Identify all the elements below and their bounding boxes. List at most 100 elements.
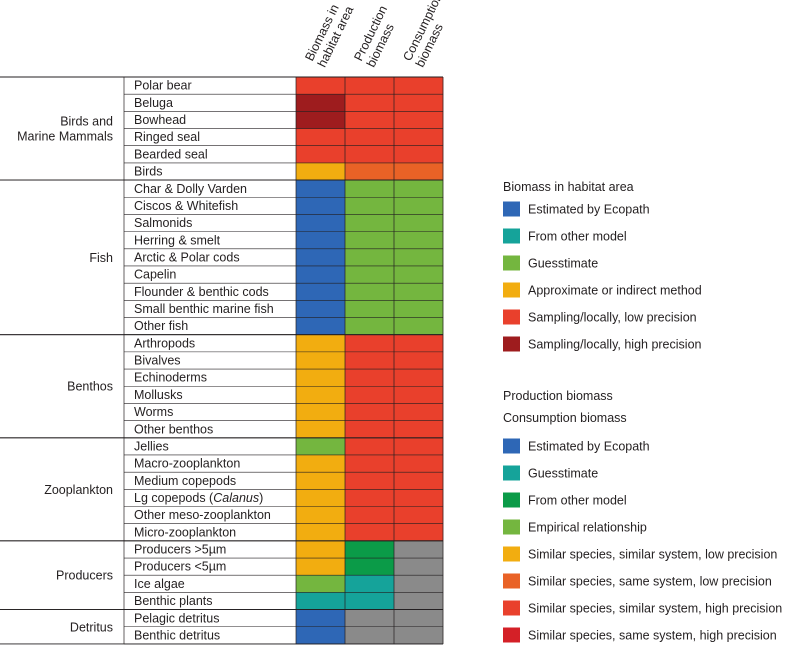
- cell-1-5-2: [394, 265, 444, 284]
- cell-1-0-0: [296, 180, 346, 198]
- group-name: Benthos: [67, 380, 113, 394]
- cell-2-2-1: [345, 369, 395, 387]
- cell-3-2-2: [394, 472, 444, 490]
- cell-2-4-0: [296, 403, 346, 421]
- legend-label: Guesstimate: [528, 467, 598, 481]
- cell-2-5-2: [394, 420, 444, 439]
- row-label: Bearded seal: [134, 147, 208, 161]
- cell-1-6-1: [345, 283, 395, 301]
- cell-0-0-1: [345, 77, 395, 95]
- cell-1-3-0: [296, 231, 346, 250]
- cell-3-5-2: [394, 523, 444, 542]
- cell-1-3-1: [345, 231, 395, 250]
- cell-3-2-0: [296, 472, 346, 490]
- legend-swatch: [503, 546, 520, 562]
- group-name: Detritus: [70, 620, 113, 634]
- cell-1-1-0: [296, 197, 346, 215]
- cell-3-1-0: [296, 454, 346, 473]
- legend-label: From other model: [528, 230, 627, 244]
- row-label: Salmonids: [134, 216, 192, 230]
- legend-swatch: [503, 519, 520, 535]
- cell-1-7-0: [296, 300, 346, 318]
- cell-5-1-0: [296, 626, 346, 645]
- cell-0-2-0: [296, 111, 346, 129]
- cell-2-2-2: [394, 369, 444, 387]
- cell-2-5-1: [345, 420, 395, 439]
- group-name: Marine Mammals: [17, 130, 113, 144]
- row-label: Small benthic marine fish: [134, 302, 274, 316]
- row-label: Beluga: [134, 96, 173, 110]
- cell-1-6-2: [394, 283, 444, 301]
- cell-2-3-1: [345, 386, 395, 404]
- legend-label: Sampling/locally, low precision: [528, 311, 697, 325]
- legend-label: Similar species, similar system, high pr…: [528, 602, 782, 616]
- cell-0-3-2: [394, 128, 444, 147]
- legend-label: Guesstimate: [528, 257, 598, 271]
- cell-1-1-1: [345, 197, 395, 215]
- cell-4-2-0: [296, 575, 346, 593]
- cell-1-7-1: [345, 300, 395, 318]
- row-label: Worms: [134, 405, 173, 419]
- legend-title: Biomass in habitat area: [503, 180, 634, 194]
- row-label: Benthic plants: [134, 594, 213, 608]
- row-label: Birds: [134, 165, 162, 179]
- cell-1-2-2: [394, 214, 444, 232]
- legend-label: Estimated by Ecopath: [528, 440, 650, 454]
- cell-1-7-2: [394, 300, 444, 318]
- cell-0-5-0: [296, 162, 346, 181]
- row-label: Macro-zooplankton: [134, 457, 240, 471]
- legend-swatch: [503, 438, 520, 454]
- group-name: Zooplankton: [44, 483, 113, 497]
- legend-layer: Biomass in habitat area Estimated by Ecop…: [503, 180, 782, 643]
- row-label: Pelagic detritus: [134, 611, 219, 625]
- legend-label: Similar species, same system, high preci…: [528, 629, 777, 643]
- cell-5-0-0: [296, 609, 346, 628]
- row-label: Arthropods: [134, 336, 195, 350]
- cell-3-1-2: [394, 454, 444, 473]
- cell-0-4-0: [296, 145, 346, 164]
- cell-0-1-2: [394, 94, 444, 112]
- legend-swatch: [503, 309, 520, 325]
- row-label: Ciscos & Whitefish: [134, 199, 238, 213]
- cell-3-3-1: [345, 489, 395, 507]
- cell-3-5-1: [345, 523, 395, 542]
- cell-0-5-2: [394, 162, 444, 181]
- cell-1-1-2: [394, 197, 444, 215]
- cell-3-5-0: [296, 523, 346, 542]
- legend-label: From other model: [528, 494, 627, 508]
- legend-swatch: [503, 465, 520, 481]
- legend-label: Similar species, same system, low precis…: [528, 575, 772, 589]
- legend-swatch: [503, 492, 520, 508]
- cell-2-1-0: [296, 351, 346, 370]
- grid-layer: [0, 76, 444, 645]
- row-label: Bowhead: [134, 113, 186, 127]
- row-label: Benthic detritus: [134, 628, 220, 642]
- cell-4-3-1: [345, 592, 395, 610]
- cell-0-1-0: [296, 94, 346, 112]
- row-label: Other meso-zooplankton: [134, 508, 271, 522]
- cell-0-5-1: [345, 162, 395, 181]
- legend-label: Similar species, similar system, low pre…: [528, 548, 777, 562]
- cell-3-3-2: [394, 489, 444, 507]
- cell-5-0-1: [345, 609, 395, 628]
- cell-2-0-1: [345, 334, 395, 353]
- cell-1-8-1: [345, 317, 395, 335]
- legend-swatch: [503, 282, 520, 298]
- legend-title: Consumption biomass: [503, 411, 627, 425]
- row-label: Mollusks: [134, 388, 183, 402]
- cell-1-0-1: [345, 180, 395, 198]
- row-label: Capelin: [134, 268, 176, 282]
- cell-2-1-2: [394, 351, 444, 370]
- cells-layer: [296, 77, 444, 645]
- cell-4-1-2: [394, 558, 444, 576]
- cell-1-2-1: [345, 214, 395, 232]
- text-layer: Polar bear Beluga Bowhead Ringed seal Bearde…: [17, 0, 446, 642]
- cell-1-4-2: [394, 248, 444, 267]
- cell-1-8-2: [394, 317, 444, 335]
- cell-1-3-2: [394, 231, 444, 250]
- cell-3-1-1: [345, 454, 395, 473]
- legend-swatch: [503, 573, 520, 589]
- row-label: Ice algae: [134, 577, 185, 591]
- cell-1-4-1: [345, 248, 395, 267]
